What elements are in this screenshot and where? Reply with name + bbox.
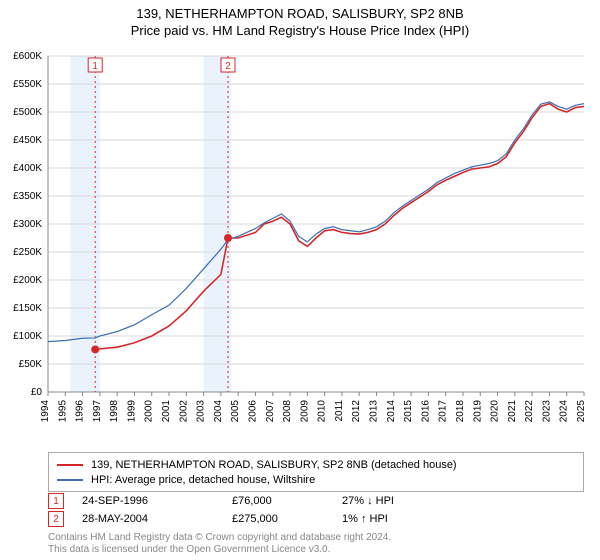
svg-text:2002: 2002 — [178, 400, 189, 423]
svg-text:£450K: £450K — [13, 135, 42, 146]
svg-text:£50K: £50K — [19, 359, 43, 370]
legend: 139, NETHERHAMPTON ROAD, SALISBURY, SP2 … — [48, 452, 584, 492]
svg-text:1999: 1999 — [126, 400, 137, 423]
svg-text:2025: 2025 — [576, 400, 587, 423]
sale-price: £275,000 — [232, 513, 342, 525]
chart-svg: 12£0£50K£100K£150K£200K£250K£300K£350K£4… — [48, 48, 584, 428]
svg-text:2021: 2021 — [507, 400, 518, 423]
svg-text:2009: 2009 — [299, 400, 310, 423]
svg-text:2011: 2011 — [334, 400, 345, 422]
title-sub: Price paid vs. HM Land Registry's House … — [0, 23, 600, 38]
svg-text:1: 1 — [92, 61, 98, 72]
svg-text:2015: 2015 — [403, 400, 414, 423]
svg-text:2004: 2004 — [213, 400, 224, 423]
footer-line: Contains HM Land Registry data © Crown c… — [48, 532, 391, 544]
sale-row: 2 28-MAY-2004 £275,000 1% ↑ HPI — [48, 510, 584, 528]
sale-number: 2 — [53, 514, 59, 525]
svg-text:2008: 2008 — [282, 400, 293, 423]
svg-text:1995: 1995 — [57, 400, 68, 423]
svg-text:£300K: £300K — [13, 219, 42, 230]
legend-label: HPI: Average price, detached house, Wilt… — [91, 474, 315, 486]
svg-text:2005: 2005 — [230, 400, 241, 423]
svg-text:2016: 2016 — [420, 400, 431, 423]
svg-text:2020: 2020 — [490, 400, 501, 423]
svg-text:2023: 2023 — [541, 400, 552, 423]
svg-text:£550K: £550K — [13, 79, 42, 90]
svg-text:2012: 2012 — [351, 400, 362, 423]
svg-text:2001: 2001 — [161, 400, 172, 423]
sale-number: 1 — [53, 496, 59, 507]
svg-text:£100K: £100K — [13, 331, 42, 342]
svg-text:£600K: £600K — [13, 51, 42, 62]
legend-item: HPI: Average price, detached house, Wilt… — [57, 472, 575, 487]
svg-text:1994: 1994 — [40, 400, 51, 423]
titles: 139, NETHERHAMPTON ROAD, SALISBURY, SP2 … — [0, 0, 600, 38]
sale-row: 1 24-SEP-1996 £76,000 27% ↓ HPI — [48, 492, 584, 510]
svg-text:2014: 2014 — [386, 400, 397, 423]
svg-text:2018: 2018 — [455, 400, 466, 423]
sale-price: £76,000 — [232, 495, 342, 507]
sale-marker-box: 1 — [48, 493, 64, 509]
legend-swatch — [57, 464, 83, 466]
sale-date: 24-SEP-1996 — [82, 495, 232, 507]
svg-text:2006: 2006 — [247, 400, 258, 423]
svg-text:2024: 2024 — [559, 400, 570, 423]
chart-container: 139, NETHERHAMPTON ROAD, SALISBURY, SP2 … — [0, 0, 600, 560]
svg-text:£400K: £400K — [13, 163, 42, 174]
svg-text:£0: £0 — [31, 387, 43, 398]
svg-text:2013: 2013 — [369, 400, 380, 423]
svg-text:2: 2 — [225, 61, 231, 72]
svg-text:£200K: £200K — [13, 275, 42, 286]
legend-item: 139, NETHERHAMPTON ROAD, SALISBURY, SP2 … — [57, 457, 575, 472]
sale-marker-box: 2 — [48, 511, 64, 527]
svg-text:£350K: £350K — [13, 191, 42, 202]
svg-text:2017: 2017 — [438, 400, 449, 423]
footer: Contains HM Land Registry data © Crown c… — [48, 532, 391, 556]
svg-text:2007: 2007 — [265, 400, 276, 423]
sale-delta: 27% ↓ HPI — [342, 495, 452, 507]
svg-text:2010: 2010 — [317, 400, 328, 423]
legend-label: 139, NETHERHAMPTON ROAD, SALISBURY, SP2 … — [91, 459, 457, 471]
svg-text:2000: 2000 — [144, 400, 155, 423]
svg-text:2022: 2022 — [524, 400, 535, 423]
sale-delta: 1% ↑ HPI — [342, 513, 452, 525]
sale-date: 28-MAY-2004 — [82, 513, 232, 525]
footer-line: This data is licensed under the Open Gov… — [48, 544, 391, 556]
svg-text:2019: 2019 — [472, 400, 483, 423]
title-main: 139, NETHERHAMPTON ROAD, SALISBURY, SP2 … — [0, 6, 600, 21]
svg-text:£150K: £150K — [13, 303, 42, 314]
sales-table: 1 24-SEP-1996 £76,000 27% ↓ HPI 2 28-MAY… — [48, 492, 584, 528]
legend-swatch — [57, 479, 83, 481]
svg-text:1997: 1997 — [92, 400, 103, 423]
svg-text:1998: 1998 — [109, 400, 120, 423]
svg-text:1996: 1996 — [75, 400, 86, 423]
svg-text:£250K: £250K — [13, 247, 42, 258]
svg-text:2003: 2003 — [196, 400, 207, 423]
svg-text:£500K: £500K — [13, 107, 42, 118]
